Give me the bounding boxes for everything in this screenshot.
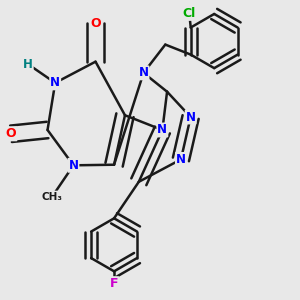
Text: O: O [6,127,16,140]
Text: H: H [23,58,33,70]
Text: F: F [110,277,118,290]
Text: N: N [139,66,148,80]
Text: CH₃: CH₃ [42,191,63,202]
Text: N: N [176,153,186,166]
Text: N: N [158,124,167,136]
Text: Cl: Cl [183,7,196,20]
Text: N: N [186,110,196,124]
Text: O: O [90,17,101,30]
Text: N: N [50,76,60,89]
Text: N: N [68,159,78,172]
